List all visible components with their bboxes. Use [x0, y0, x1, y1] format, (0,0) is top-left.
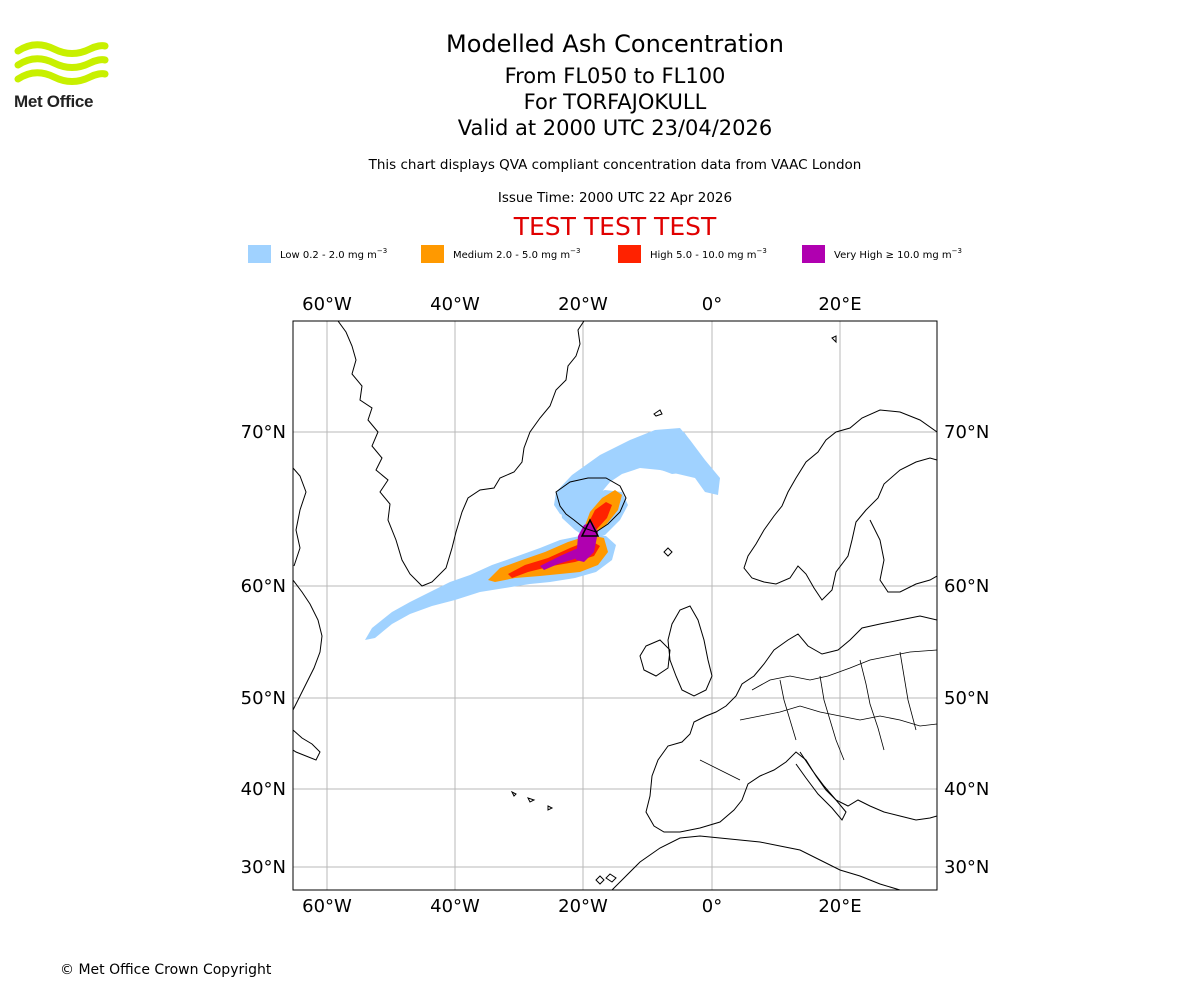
- legend-swatch-medium: [421, 245, 444, 263]
- map-graticule: [293, 321, 937, 890]
- copyright-notice: © Met Office Crown Copyright: [60, 962, 272, 978]
- legend: Low 0.2 - 2.0 mg m−3 Medium 2.0 - 5.0 mg…: [248, 244, 1008, 264]
- legend-swatch-high: [618, 245, 641, 263]
- issue-time: Issue Time: 2000 UTC 22 Apr 2026: [497, 190, 733, 206]
- lat-label-left: 30°N: [241, 857, 286, 878]
- lat-label-left: 70°N: [241, 422, 286, 443]
- legend-label-very-high: Very High ≥ 10.0 mg m: [834, 250, 952, 261]
- lat-label-right: 30°N: [944, 857, 989, 878]
- lon-label-top: 0°: [702, 294, 722, 315]
- lat-label-left: 50°N: [241, 688, 286, 709]
- legend-label-high: High 5.0 - 10.0 mg m: [650, 250, 757, 261]
- lat-label-right: 40°N: [944, 779, 989, 800]
- lon-label-top: 20°W: [558, 294, 608, 315]
- lat-label-left: 40°N: [241, 779, 286, 800]
- legend-swatch-very-high: [802, 245, 825, 263]
- ash-low: [365, 428, 720, 640]
- country-borders: [699, 649, 937, 781]
- lat-label-right: 60°N: [944, 576, 989, 597]
- legend-item-medium: Medium 2.0 - 5.0 mg m−3: [421, 244, 580, 264]
- flight-levels: From FL050 to FL100: [504, 64, 726, 88]
- lon-label-bottom: 20°W: [558, 896, 608, 917]
- test-banner: TEST TEST TEST: [513, 212, 717, 241]
- lat-label-right: 50°N: [944, 688, 989, 709]
- logo-wordmark: Met Office: [14, 92, 94, 111]
- volcano-name: For TORFAJOKULL: [523, 90, 707, 114]
- lon-label-bottom: 40°W: [430, 896, 480, 917]
- lon-label-top: 20°E: [818, 294, 861, 315]
- legend-label-medium: Medium 2.0 - 5.0 mg m: [453, 250, 571, 261]
- met-office-logo-icon: [14, 41, 109, 85]
- valid-time: Valid at 2000 UTC 23/04/2026: [457, 116, 773, 140]
- chart-subtitle: From FL050 to FL100 For TORFAJOKULL Vali…: [0, 63, 1200, 141]
- ash-very-high: [540, 522, 598, 570]
- chart-title: Modelled Ash Concentration: [446, 30, 784, 58]
- lon-label-bottom: 20°E: [818, 896, 861, 917]
- map-frame: [292, 320, 938, 891]
- coastlines: [293, 321, 937, 890]
- legend-item-low: Low 0.2 - 2.0 mg m−3: [248, 244, 387, 264]
- lon-label-top: 60°W: [302, 294, 352, 315]
- lat-label-right: 70°N: [944, 422, 989, 443]
- legend-item-very-high: Very High ≥ 10.0 mg m−3: [802, 244, 962, 264]
- volcano-marker-icon: [580, 518, 600, 537]
- lat-label-left: 60°N: [241, 576, 286, 597]
- legend-label-low: Low 0.2 - 2.0 mg m: [280, 250, 377, 261]
- chart-description: This chart displays QVA compliant concen…: [368, 157, 862, 173]
- lon-label-top: 40°W: [430, 294, 480, 315]
- lon-label-bottom: 0°: [702, 896, 722, 917]
- legend-item-high: High 5.0 - 10.0 mg m−3: [618, 244, 767, 264]
- legend-swatch-low: [248, 245, 271, 263]
- lon-label-bottom: 60°W: [302, 896, 352, 917]
